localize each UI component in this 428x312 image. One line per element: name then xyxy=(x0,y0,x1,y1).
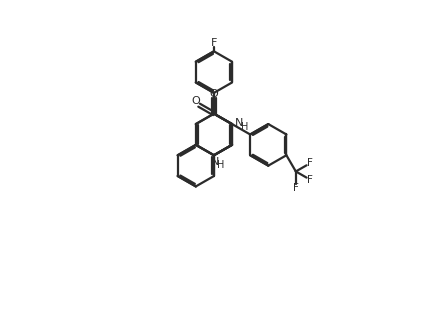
Text: N: N xyxy=(211,157,220,167)
Text: F: F xyxy=(307,174,313,184)
Text: O: O xyxy=(210,89,218,99)
Text: O: O xyxy=(191,95,199,105)
Text: H: H xyxy=(217,160,225,170)
Text: N: N xyxy=(235,118,243,128)
Text: F: F xyxy=(307,158,313,168)
Text: H: H xyxy=(241,122,248,132)
Text: F: F xyxy=(211,38,217,48)
Text: F: F xyxy=(293,183,299,193)
